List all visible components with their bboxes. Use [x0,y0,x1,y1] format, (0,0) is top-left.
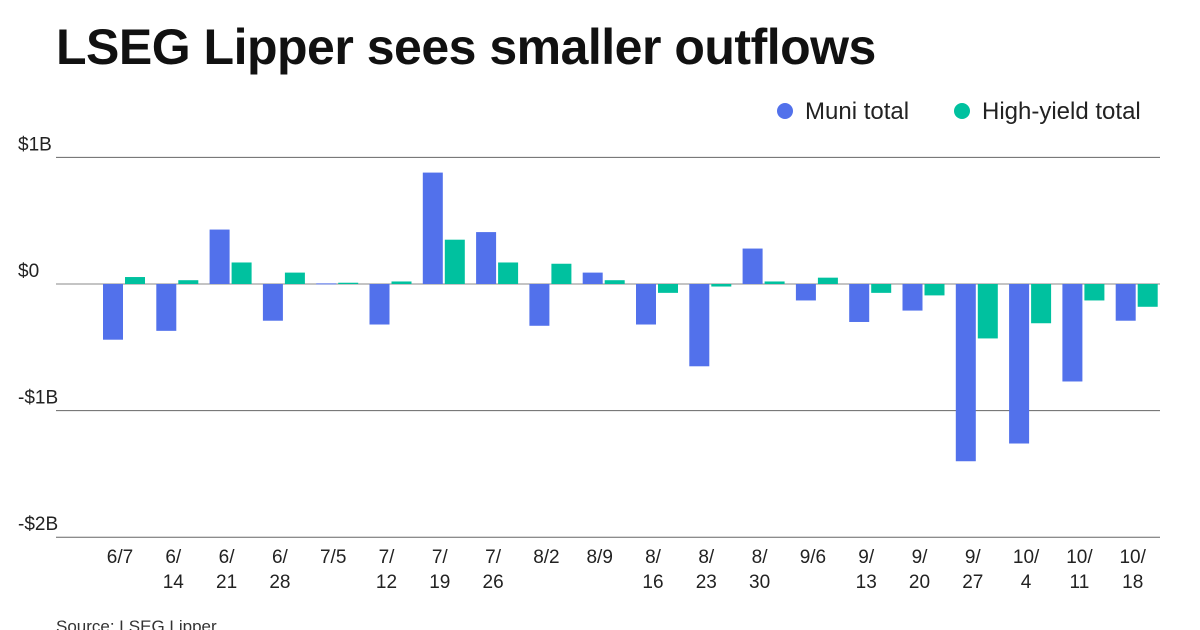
x-tick-label: 8/30 [749,547,770,593]
muni-bar [1115,284,1136,321]
high-yield-bar [178,280,199,284]
muni-bar [369,284,390,325]
high-yield-bar [125,277,145,284]
x-tick-label: 8/9 [586,547,612,568]
high-yield-bar [284,272,305,284]
high-yield-bar [1137,284,1158,307]
x-tick-label: 7/5 [320,547,346,568]
muni-bar [742,248,763,284]
high-yield-bar [924,284,945,296]
chart-title: LSEG Lipper sees smaller outflows [56,19,876,75]
high-yield-bar [231,262,252,284]
muni-bar [795,284,816,301]
x-tick-label: 8/23 [696,547,717,593]
muni-bar [1062,284,1083,382]
high-yield-bar [871,284,892,293]
muni-bar [156,284,177,331]
muni-bar [209,229,230,284]
x-tick-label: 9/13 [856,547,877,593]
x-tick-label: 9/20 [909,547,930,593]
muni-bar [582,272,603,284]
source-note: Source: LSEG Lipper [56,617,217,630]
x-tick-label: 10/18 [1119,547,1146,593]
muni-bar [902,284,923,311]
muni-bar [955,284,976,462]
high-yield-bar [711,284,732,287]
muni-bar [103,284,123,340]
x-tick-label: 10/11 [1066,547,1093,593]
high-yield-bar [444,239,465,284]
x-tick-label: 6/21 [216,547,237,593]
x-tick-label: 7/26 [483,547,504,593]
y-tick-label: -$2B [18,514,58,535]
legend-label: High-yield total [982,98,1141,125]
legend-label: Muni total [805,98,909,125]
muni-bar [316,283,337,285]
high-yield-bar [764,281,785,284]
high-yield-bar [658,284,678,293]
x-tick-label: 10/4 [1013,547,1040,593]
legend-swatch [777,103,793,119]
high-yield-bar [391,281,412,284]
high-yield-bar [551,263,572,284]
muni-bar [422,172,443,284]
x-tick-label: 9/6 [800,547,826,568]
x-tick-label: 6/7 [107,547,133,568]
legend: Muni total High-yield total [777,98,1141,125]
x-tick-label: 9/27 [962,547,983,593]
muni-bar [262,284,283,321]
y-tick-label: -$1B [18,388,58,409]
muni-bar [689,284,710,367]
x-tick-label: 8/16 [642,547,663,593]
x-tick-label: 7/19 [429,547,450,593]
legend-swatch [954,103,970,119]
high-yield-bar [1084,284,1105,301]
x-tick-label: 6/14 [163,547,185,593]
high-yield-bar [817,277,838,284]
high-yield-bar [498,262,519,284]
muni-bar [476,232,497,284]
muni-bar [529,284,550,326]
high-yield-bar [338,282,359,284]
x-tick-label: 6/28 [269,547,290,593]
high-yield-bar [977,284,998,339]
high-yield-bar [1031,284,1052,324]
muni-bar [1009,284,1030,444]
y-tick-label: $0 [18,261,39,282]
high-yield-bar [604,280,625,284]
x-tick-label: 8/2 [533,547,559,568]
x-tick-label: 7/12 [376,547,397,593]
y-tick-label: $1B [18,134,52,155]
muni-bar [849,284,870,322]
muni-bar [636,284,656,325]
